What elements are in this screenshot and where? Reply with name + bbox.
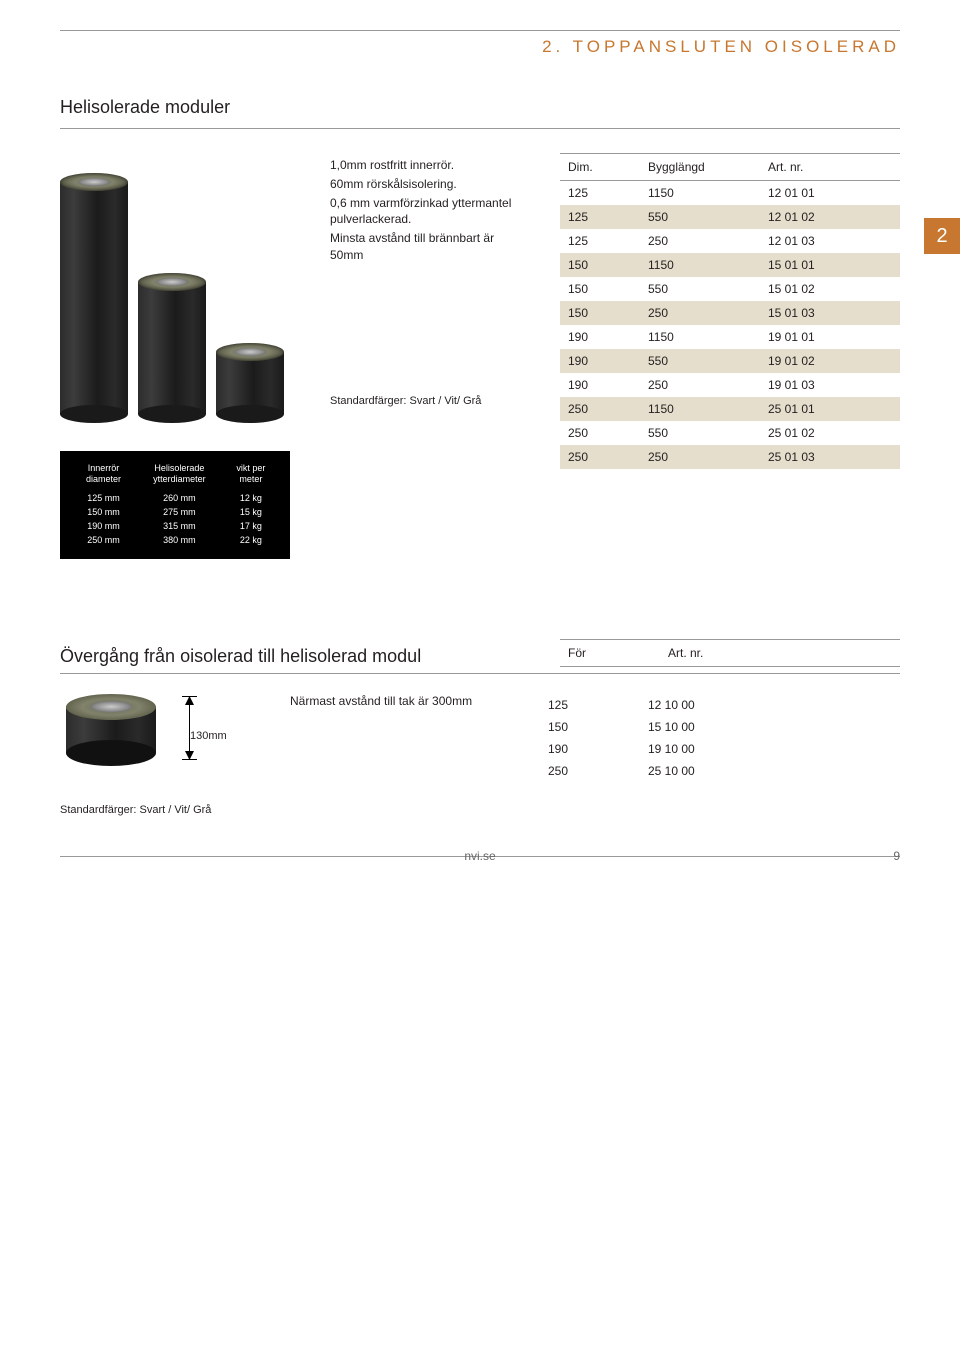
desc-line: Minsta avstånd till brännbart är 50mm xyxy=(330,230,520,264)
table-row: 125115012 01 01 xyxy=(560,181,900,205)
pipe xyxy=(216,343,284,423)
desc-line: 60mm rörskålsisolering. xyxy=(330,176,520,193)
col-bygglangd: Bygglängd xyxy=(640,160,760,174)
footer: nvi.se 9 xyxy=(0,849,960,863)
desc-line: 1,0mm rostfritt innerrör. xyxy=(330,157,520,174)
table-row: 250115025 01 01 xyxy=(560,397,900,421)
table-row: 25025025 01 03 xyxy=(560,445,900,469)
side-tab: 2 xyxy=(924,218,960,254)
dimensions-table: Innerrördiameter Helisoleradeytterdiamet… xyxy=(60,451,290,559)
table-row: 19025019 01 03 xyxy=(560,373,900,397)
table-row: 250 mm380 mm22 kg xyxy=(72,533,278,547)
section2-title: Övergång från oisolerad till helisolerad… xyxy=(60,646,520,667)
col-artnr: Art. nr. xyxy=(660,646,900,660)
table-row: 15015 10 00 xyxy=(540,716,900,738)
section2-table-head: För Art. nr. xyxy=(560,639,900,667)
table-row: 25055025 01 02 xyxy=(560,421,900,445)
table-row: 15025015 01 03 xyxy=(560,301,900,325)
table-row: 12512 10 00 xyxy=(540,694,900,716)
table-row: 12525012 01 03 xyxy=(560,229,900,253)
section2-desc: Närmast avstånd till tak är 300mm xyxy=(290,694,500,708)
mini-th-2: Helisoleradeytterdiameter xyxy=(135,461,224,491)
std-colors-label: Standardfärger: Svart / Vit/ Grå xyxy=(60,804,250,816)
section2-rule xyxy=(60,673,900,674)
col-artnr: Art. nr. xyxy=(760,160,900,174)
table-row: 190 mm315 mm17 kg xyxy=(72,519,278,533)
table-row: 125 mm260 mm12 kg xyxy=(72,491,278,505)
dimension-label: 130mm xyxy=(190,730,227,742)
dimension-arrow xyxy=(180,696,200,760)
pipes-illustration xyxy=(60,153,290,423)
pipe xyxy=(138,273,206,423)
article-table: Dim. Bygglängd Art. nr. 125115012 01 011… xyxy=(560,153,900,469)
footer-site: nvi.se xyxy=(464,849,495,863)
std-colors-label: Standardfärger: Svart / Vit/ Grå xyxy=(330,394,520,409)
table-row: 150115015 01 01 xyxy=(560,253,900,277)
section2-table: 12512 10 0015015 10 0019019 10 0025025 1… xyxy=(540,694,900,782)
adapter-illustration xyxy=(60,694,180,784)
col-for: För xyxy=(560,646,660,660)
page-title: 2. TOPPANSLUTEN OISOLERAD xyxy=(60,37,900,57)
section1-title: Helisolerade moduler xyxy=(60,97,900,118)
table-row: 190115019 01 01 xyxy=(560,325,900,349)
pipe xyxy=(60,173,128,423)
table-row: 25025 10 00 xyxy=(540,760,900,782)
col-dim: Dim. xyxy=(560,160,640,174)
footer-page: 9 xyxy=(893,849,900,863)
section1-rule xyxy=(60,128,900,129)
desc-line: 0,6 mm varmförzinkad yttermantel pulverl… xyxy=(330,195,520,229)
mini-th-1: Innerrördiameter xyxy=(72,461,135,491)
header-rule xyxy=(60,30,900,31)
table-row: 150 mm275 mm15 kg xyxy=(72,505,278,519)
table-row: 12555012 01 02 xyxy=(560,205,900,229)
table-row: 15055015 01 02 xyxy=(560,277,900,301)
mini-th-3: vikt permeter xyxy=(224,461,278,491)
table-row: 19055019 01 02 xyxy=(560,349,900,373)
table-row: 19019 10 00 xyxy=(540,738,900,760)
